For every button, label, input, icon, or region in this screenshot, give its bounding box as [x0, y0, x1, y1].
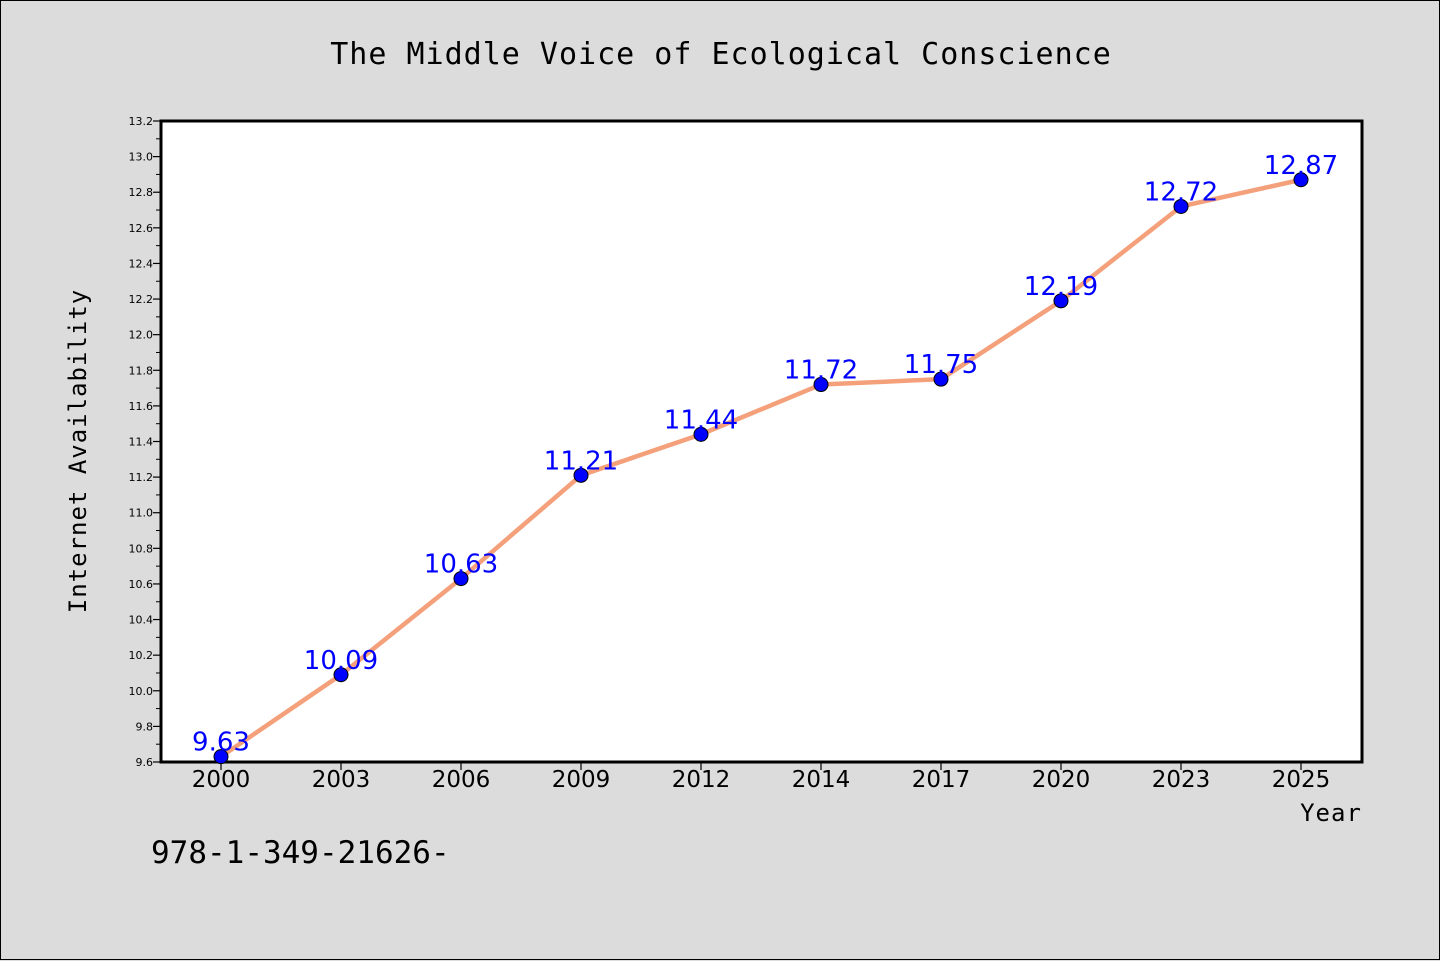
x-tick-label: 2009 [552, 767, 611, 793]
y-tick-label: 10.8 [129, 542, 154, 555]
data-point [573, 467, 589, 483]
y-tick-label: 12.0 [129, 329, 154, 342]
chart-title: The Middle Voice of Ecological Conscienc… [330, 37, 1112, 72]
data-label: 12.72 [1144, 177, 1218, 207]
y-tick-label: 11.6 [129, 400, 154, 413]
data-label: 10.09 [304, 646, 378, 676]
data-point [333, 667, 349, 683]
data-point [813, 377, 829, 393]
data-point [1173, 198, 1189, 214]
x-tick-label: 2014 [792, 767, 851, 793]
y-tick-label: 11.2 [129, 471, 154, 484]
y-tick-label: 10.4 [129, 614, 154, 627]
data-point [933, 371, 949, 387]
y-axis: 9.6 9.8 10.0 10.2 10.4 10.6 10.8 11.0 11.2 11.4 11… [129, 115, 161, 769]
plot-area [159, 119, 1364, 764]
y-tick-label: 10.2 [129, 649, 154, 662]
y-tick-label: 12.4 [129, 257, 154, 270]
data-point [1053, 293, 1069, 309]
y-tick-label: 9.8 [136, 720, 154, 733]
data-label: 10.63 [424, 550, 498, 580]
data-point [693, 426, 709, 442]
data-label: 11.44 [664, 405, 738, 435]
x-axis-label: Year [1300, 799, 1362, 827]
y-tick-label: 11.4 [129, 436, 154, 449]
x-tick-label: 2017 [912, 767, 971, 793]
x-axis: 2000 2003 2006 2009 2012 2014 2017 2020 2023 2025 [192, 762, 1331, 793]
series-group [213, 172, 1309, 765]
y-tick-label: 13.0 [129, 151, 154, 164]
x-tick-label: 2003 [312, 767, 371, 793]
data-label: 12.87 [1264, 151, 1338, 181]
data-labels: 9.63 10.09 10.63 11.21 11.44 11.72 11.75 12.19 1… [192, 151, 1338, 758]
data-point [1293, 172, 1309, 188]
data-label: 11.72 [784, 356, 858, 386]
x-tick-label: 2025 [1272, 767, 1331, 793]
data-point [213, 749, 229, 765]
series-line [219, 177, 1302, 759]
y-tick-label: 13.2 [129, 115, 154, 128]
x-tick-label: 2006 [432, 767, 491, 793]
data-label: 9.63 [192, 728, 250, 758]
y-tick-label: 10.6 [129, 578, 154, 591]
y-tick-label: 12.8 [129, 186, 154, 199]
y-tick-label: 11.8 [129, 364, 154, 377]
y-tick-label: 9.6 [136, 756, 154, 769]
x-tick-label: 2000 [192, 767, 251, 793]
y-axis-label: Internet Availability [64, 289, 92, 613]
isbn-text: 978-1-349-21626- [151, 835, 450, 871]
data-label: 12.19 [1024, 272, 1098, 302]
x-tick-label: 2020 [1032, 767, 1091, 793]
x-tick-label: 2012 [672, 767, 731, 793]
y-tick-label: 11.0 [129, 507, 154, 520]
x-tick-label: 2023 [1152, 767, 1211, 793]
y-tick-label: 12.2 [129, 293, 154, 306]
y-tick-label: 12.6 [129, 222, 154, 235]
y-tick-label: 10.0 [129, 685, 154, 698]
data-point [453, 571, 469, 587]
data-label: 11.75 [904, 350, 978, 380]
data-label: 11.21 [544, 446, 618, 476]
